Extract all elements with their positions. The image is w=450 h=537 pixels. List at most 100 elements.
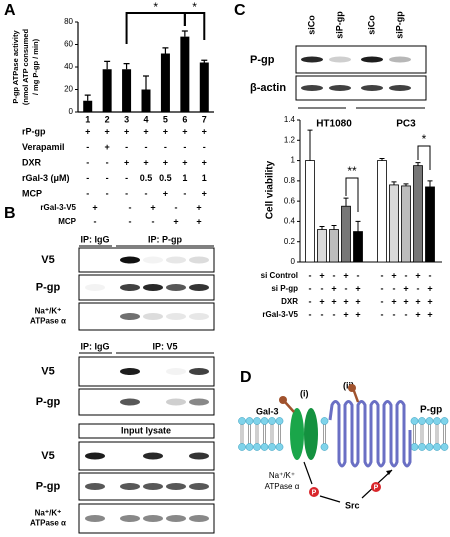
error-bar: [201, 59, 208, 63]
condition-mark: -: [145, 142, 148, 152]
condition-mark: +: [343, 309, 348, 319]
header-mark: -: [152, 216, 155, 226]
header-mark: +: [173, 216, 178, 226]
x-tick-label: 3: [124, 114, 129, 124]
condition-mark: +: [415, 309, 420, 319]
bar: [160, 53, 170, 112]
condition-mark: +: [182, 126, 187, 136]
x-tick-label: 4: [143, 114, 148, 124]
error-bar: [355, 220, 361, 232]
blot-band: [143, 483, 163, 490]
bar: [389, 184, 399, 263]
phospho-label: P: [312, 489, 317, 496]
condition-mark: -: [381, 296, 384, 306]
blot-band: [166, 398, 186, 406]
condition-mark: -: [86, 173, 89, 183]
blot-band: [189, 515, 209, 522]
condition-mark: +: [143, 126, 148, 136]
blot-band: [120, 515, 140, 522]
blot-band: [189, 368, 209, 375]
condition-mark: +: [124, 126, 129, 136]
lipid-head: [275, 443, 284, 451]
condition-mark: +: [427, 296, 432, 306]
condition-mark: +: [343, 296, 348, 306]
condition-label: DXR: [281, 297, 298, 306]
bar: [425, 186, 435, 263]
condition-mark: -: [125, 142, 128, 152]
lipid-head: [410, 417, 419, 425]
bar: [102, 69, 112, 112]
blot-band: [120, 483, 140, 490]
gal3-head: [348, 384, 356, 392]
blot-row-label: P-gp: [250, 54, 275, 66]
bar: [180, 36, 190, 112]
condition-mark: +: [182, 157, 187, 167]
error-bar: [391, 181, 397, 185]
x-tick-label: 6: [182, 114, 187, 124]
blot-band: [389, 85, 411, 91]
blot-row-label: P-gp: [36, 480, 61, 492]
y-tick-label: 60: [64, 40, 73, 49]
header-mark: +: [92, 202, 97, 212]
error-bar: [403, 183, 409, 186]
condition-label: si Control: [261, 271, 298, 280]
condition-mark: +: [403, 283, 408, 293]
blot-band: [143, 256, 163, 264]
panel-label: C: [234, 2, 246, 19]
condition-mark: -: [86, 142, 89, 152]
condition-mark: -: [183, 142, 186, 152]
atpase-label: ATPase α: [265, 482, 300, 491]
blot-band: [329, 85, 351, 91]
condition-mark: -: [125, 173, 128, 183]
error-bar: [331, 224, 337, 230]
x-tick-label: 2: [105, 114, 110, 124]
blot-band: [189, 284, 209, 291]
y-axis-label: / mg P-gp / min): [31, 38, 40, 95]
bar: [141, 89, 151, 112]
blot-row-label: P-gp: [36, 396, 61, 408]
condition-mark: -: [106, 157, 109, 167]
lipid-head: [410, 443, 419, 451]
error-bar: [427, 180, 433, 187]
y-tick-label: 20: [64, 85, 73, 94]
blot-band: [120, 313, 140, 320]
blot-row-label: Na⁺/K⁺: [35, 509, 62, 518]
lipid-head: [425, 443, 434, 451]
condition-mark: +: [105, 126, 110, 136]
blot-band: [361, 85, 383, 91]
error-bar: [343, 197, 349, 207]
header-mark: -: [129, 216, 132, 226]
bar: [413, 165, 423, 263]
significance-bracket: [183, 12, 206, 40]
blot-band: [166, 284, 186, 291]
atpase-label: Na⁺/K⁺: [269, 471, 295, 480]
bar: [401, 185, 411, 263]
gal3-label: Gal-3: [256, 406, 279, 416]
condition-mark: +: [85, 126, 90, 136]
error-bar: [143, 75, 149, 90]
condition-mark: +: [343, 270, 348, 280]
bar: [329, 229, 339, 263]
lipid-head: [418, 417, 426, 425]
phospho-site: [371, 482, 381, 492]
gal3-head: [279, 396, 287, 404]
condition-mark: -: [381, 270, 384, 280]
gal3-stem: [284, 401, 295, 413]
condition-mark: +: [415, 270, 420, 280]
blot-band: [85, 452, 105, 460]
error-bar: [181, 30, 188, 37]
lipid-head: [440, 443, 449, 451]
condition-mark: -: [106, 188, 109, 198]
error-bar: [415, 162, 421, 166]
y-axis-label: (nmol ATP consumed: [21, 29, 30, 106]
condition-mark: -: [393, 283, 396, 293]
header-mark: -: [94, 216, 97, 226]
arrow: [319, 495, 341, 503]
blot-band: [143, 515, 163, 522]
lipid-head: [433, 417, 441, 425]
y-tick-label: 80: [64, 17, 73, 26]
pgp-label: P-gp: [420, 405, 442, 416]
arrow-head: [386, 470, 392, 475]
y-tick-label: 40: [64, 62, 73, 71]
condition-mark: 1: [182, 173, 187, 183]
